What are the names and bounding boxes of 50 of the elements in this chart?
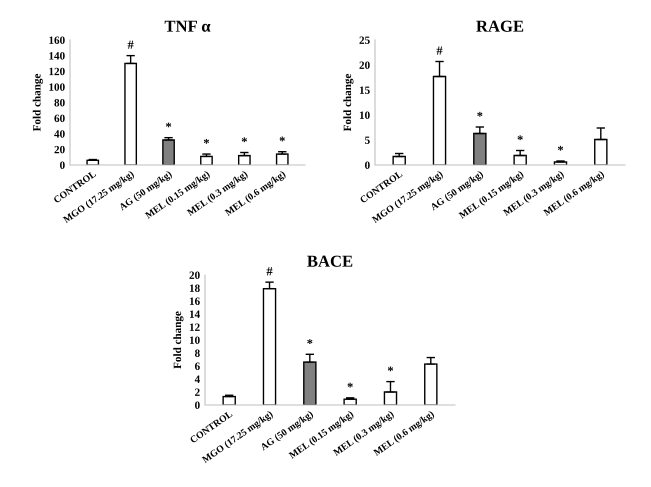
y-tick-label: 120 (49, 68, 65, 76)
annotation: # (128, 40, 134, 49)
bar (513, 154, 527, 165)
annotation: * (204, 138, 210, 144)
y-axis-title: Fold change (173, 311, 184, 369)
bar (222, 396, 236, 405)
y-tick-label: 18 (190, 284, 200, 292)
y-tick-label: 20 (189, 271, 200, 279)
y-tick-label: 10 (360, 111, 370, 119)
annotation: * (166, 122, 172, 128)
chart-title: TNF α (164, 20, 210, 32)
bar (200, 156, 213, 165)
y-tick-label: 8 (194, 349, 200, 357)
y-tick-label: 12 (190, 323, 200, 331)
y-tick-label: 25 (359, 36, 370, 44)
chart-title: RAGE (476, 20, 524, 32)
y-tick-label: 80 (54, 98, 65, 106)
annotation: * (558, 146, 564, 151)
y-tick-label: 14 (190, 310, 200, 318)
y-tick-label: 15 (360, 86, 370, 94)
y-tick-label: 6 (194, 362, 200, 370)
y-tick-label: 20 (54, 146, 65, 154)
y-tick-label: 40 (54, 130, 65, 138)
y-tick-label: 140 (49, 52, 65, 60)
y-tick-label: 16 (190, 297, 200, 305)
y-tick-label: 10 (190, 336, 200, 344)
y-axis-title: Fold change (32, 74, 43, 132)
annotation: # (266, 267, 272, 276)
chart-title: BACE (307, 256, 352, 267)
y-tick-label: 5 (365, 136, 370, 144)
annotation: * (280, 136, 285, 142)
y-tick-label: 0 (195, 401, 200, 409)
y-tick-label: 160 (49, 36, 65, 44)
y-tick-label: 0 (60, 161, 65, 169)
y-tick-label: 2 (195, 388, 200, 396)
annotation: * (477, 112, 482, 117)
annotation: * (518, 135, 523, 140)
y-tick-label: 20 (359, 61, 370, 69)
annotation: * (388, 366, 394, 372)
y-tick-label: 0 (365, 161, 370, 169)
bar (392, 156, 406, 165)
y-axis-title: Fold change (343, 74, 354, 132)
annotation: * (348, 382, 353, 388)
annotation: * (242, 137, 247, 142)
annotation: # (436, 46, 442, 55)
annotation: * (307, 339, 312, 344)
y-tick-label: 100 (49, 83, 65, 91)
bar (162, 139, 175, 165)
y-tick-label: 60 (54, 114, 65, 122)
y-tick-label: 4 (194, 376, 200, 383)
